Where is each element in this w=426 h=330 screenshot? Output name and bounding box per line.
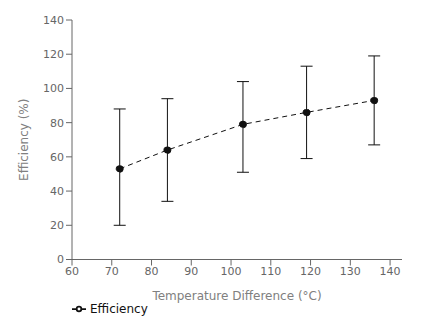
svg-text:120: 120	[300, 265, 321, 278]
svg-text:40: 40	[50, 185, 64, 198]
svg-text:140: 140	[380, 265, 401, 278]
svg-text:90: 90	[184, 265, 198, 278]
svg-text:100: 100	[221, 265, 242, 278]
svg-text:140: 140	[43, 14, 64, 27]
svg-text:Efficiency (%): Efficiency (%)	[17, 99, 31, 181]
svg-text:80: 80	[50, 117, 64, 130]
svg-text:Temperature Difference (°C): Temperature Difference (°C)	[151, 289, 321, 303]
svg-text:100: 100	[43, 82, 64, 95]
svg-text:0: 0	[57, 253, 64, 266]
svg-text:110: 110	[260, 265, 281, 278]
svg-text:120: 120	[43, 48, 64, 61]
svg-text:60: 60	[65, 265, 79, 278]
svg-text:70: 70	[105, 265, 119, 278]
svg-text:80: 80	[145, 265, 159, 278]
svg-text:60: 60	[50, 151, 64, 164]
html-text:Efficiency: Efficiency	[90, 301, 148, 316]
svg-text:20: 20	[50, 219, 64, 232]
svg-text:130: 130	[340, 265, 361, 278]
